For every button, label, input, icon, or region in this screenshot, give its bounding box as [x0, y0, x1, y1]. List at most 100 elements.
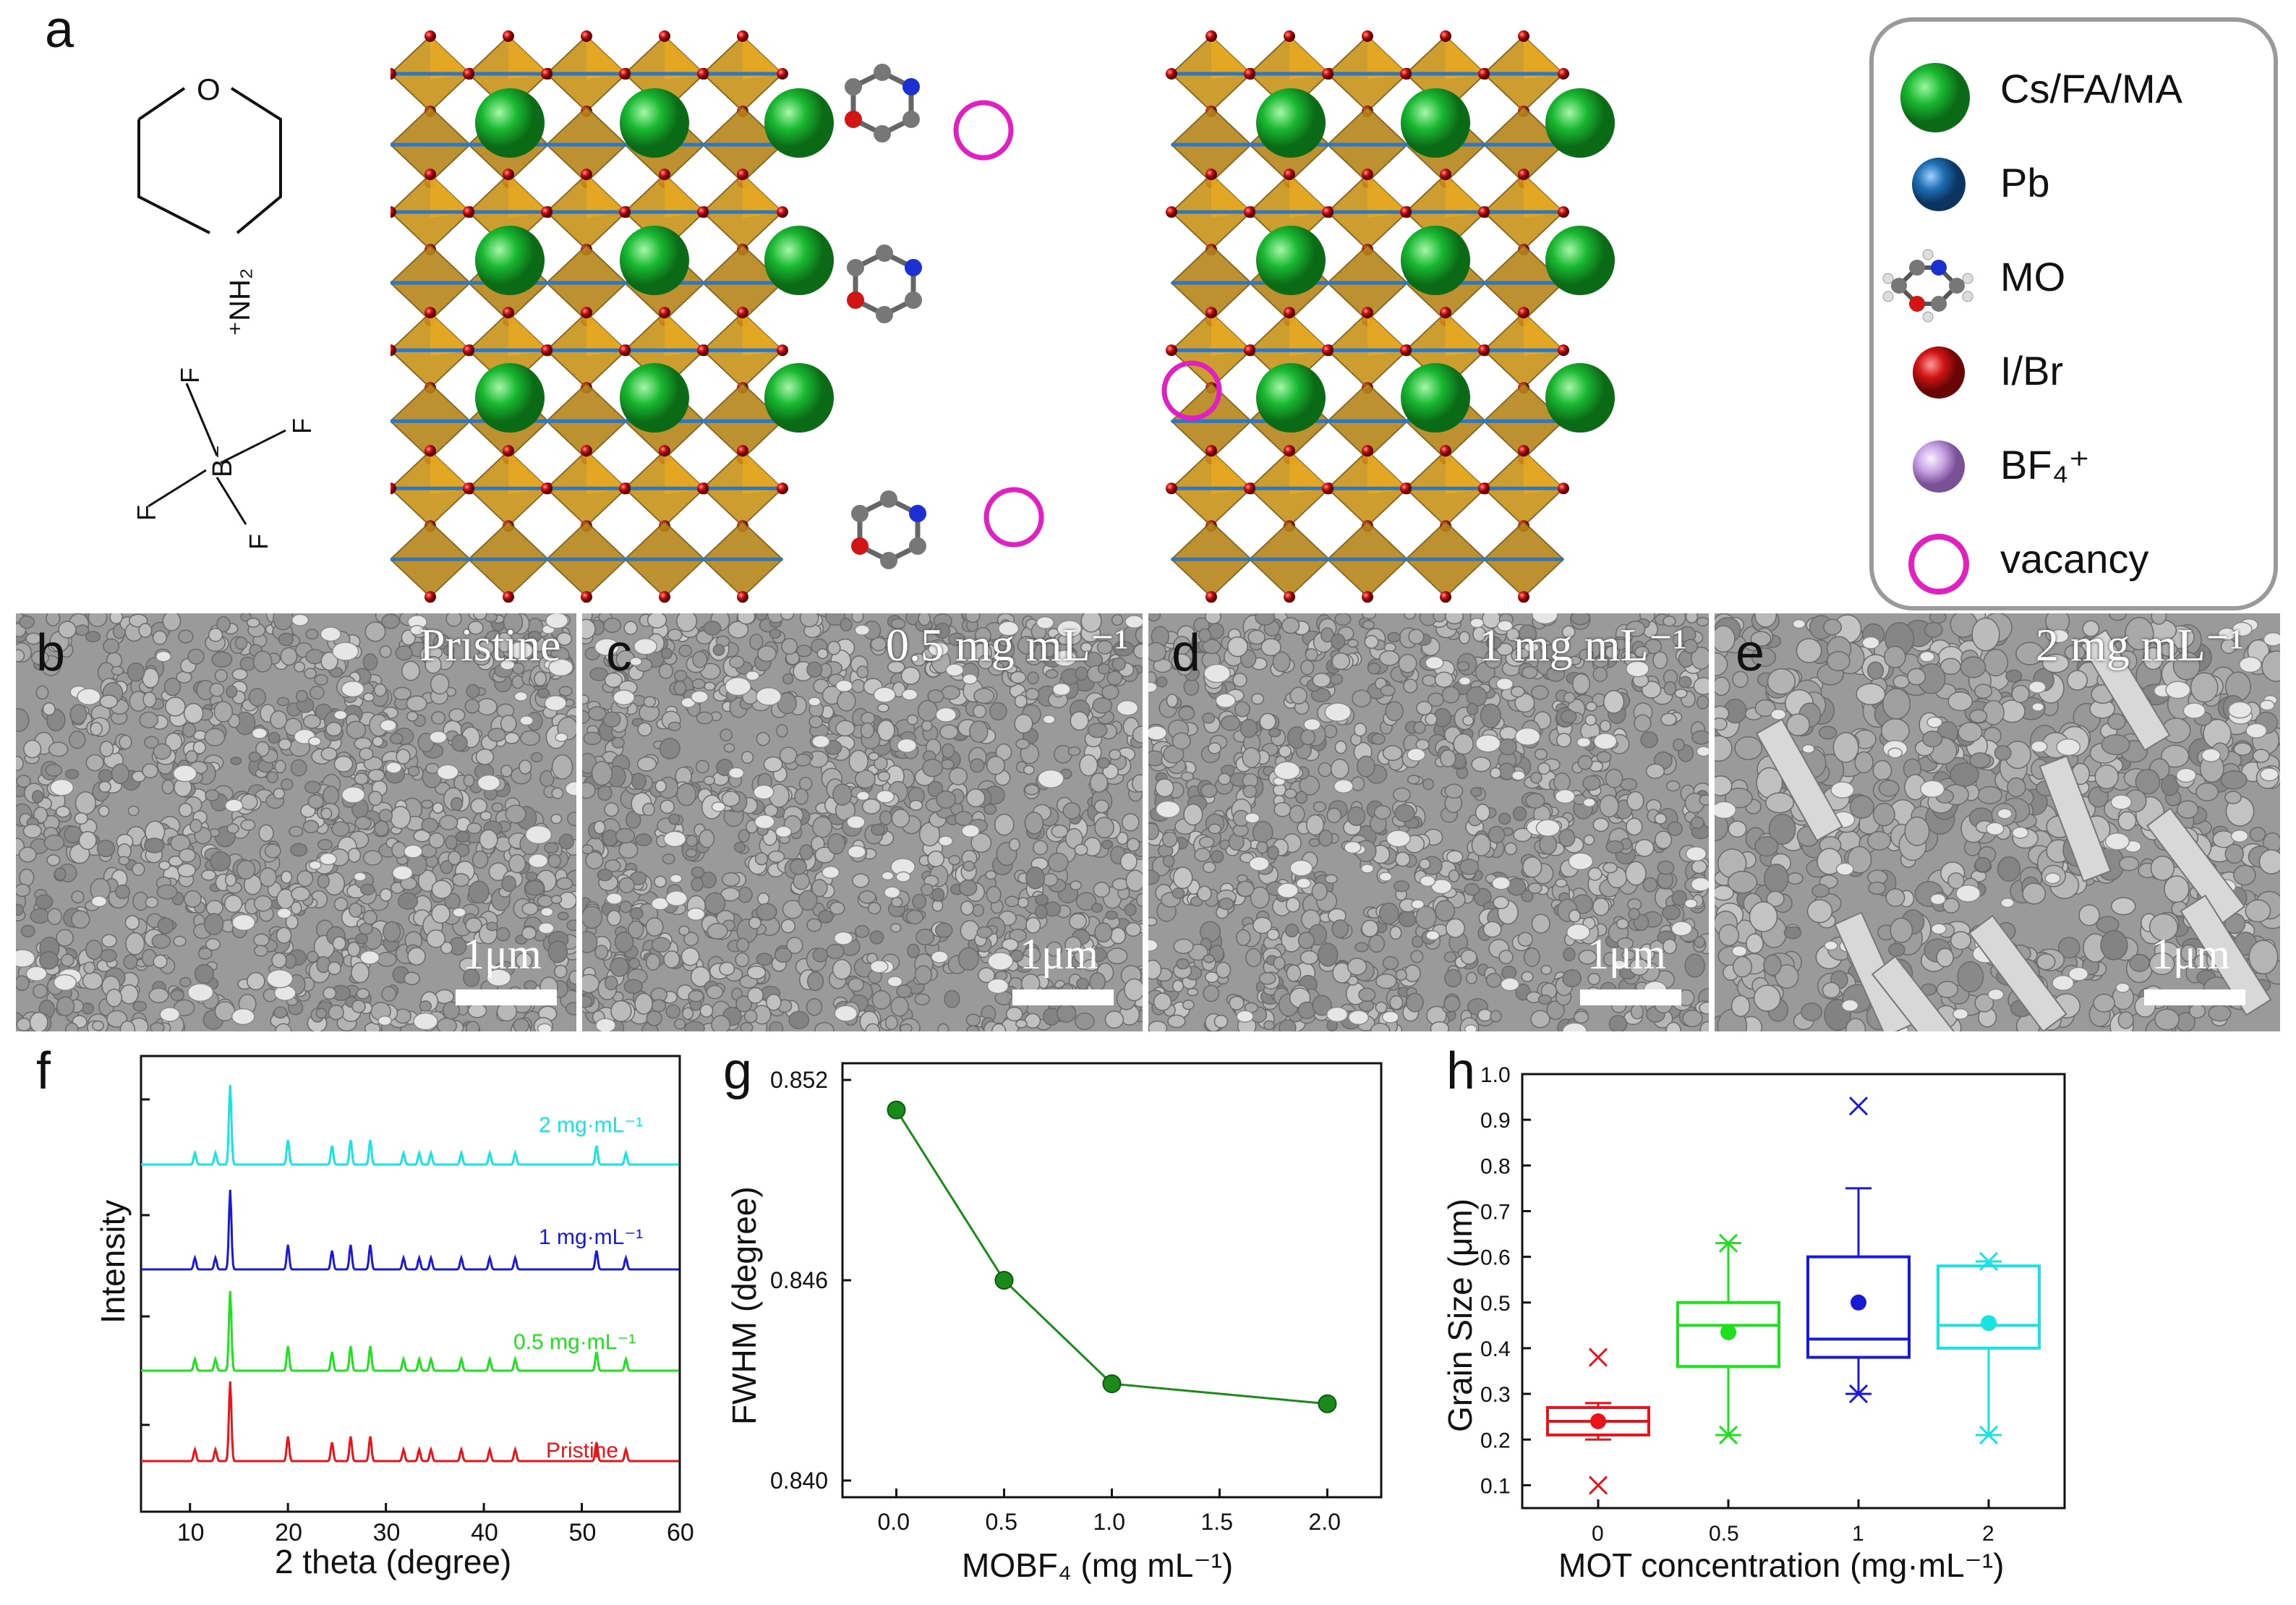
grain — [2107, 713, 2126, 731]
nh2-label: ⁺NH₂ — [224, 268, 256, 336]
halide-atom — [737, 591, 748, 603]
grain — [703, 775, 716, 786]
grain — [1510, 686, 1525, 698]
grain — [582, 995, 593, 1008]
grain — [699, 1003, 714, 1018]
grain — [1471, 757, 1491, 772]
grain — [33, 984, 48, 999]
grain — [1062, 802, 1081, 819]
bright-grain — [855, 791, 870, 801]
x-tick-label: 10 — [177, 1519, 205, 1546]
halide-atom — [1284, 307, 1295, 319]
grain — [963, 860, 976, 872]
x-tick-label: 2.0 — [1309, 1509, 1341, 1535]
grain — [253, 933, 270, 947]
grain — [1252, 916, 1273, 935]
grain — [673, 1018, 686, 1030]
octahedra-block — [1166, 30, 1615, 603]
grain — [947, 632, 966, 647]
grain — [719, 961, 735, 976]
y-axis-label: Intensity — [94, 1200, 132, 1324]
bright-grain — [500, 659, 516, 670]
grain — [379, 645, 392, 658]
vacancy-ring — [983, 487, 1044, 548]
grain — [1767, 668, 1796, 695]
grain — [1220, 715, 1241, 731]
grain — [1410, 950, 1424, 963]
cation-sphere — [1401, 226, 1470, 295]
bright-grain — [613, 689, 636, 706]
grain — [1750, 631, 1772, 647]
bright-grain — [2056, 738, 2081, 757]
bright-grain — [341, 786, 366, 804]
bright-grain — [1684, 898, 1698, 908]
grain — [351, 1000, 366, 1013]
grain — [2078, 904, 2100, 927]
x-tick-label: 1.5 — [1201, 1509, 1233, 1535]
grain — [1148, 613, 1161, 622]
halide-atom — [1478, 344, 1490, 357]
y-tick-label: 0.1 — [1480, 1474, 1511, 1498]
bright-grain — [1731, 945, 1748, 957]
bright-grain — [341, 680, 365, 698]
x-axis-label: 2 theta (degree) — [275, 1543, 511, 1580]
grain — [246, 617, 260, 628]
bright-grain — [2182, 702, 2206, 719]
grain — [594, 945, 609, 960]
grain — [281, 778, 294, 791]
bright-grain — [1036, 616, 1054, 629]
grain — [524, 880, 545, 896]
grain — [835, 720, 855, 737]
grain — [2057, 937, 2081, 959]
grain — [1198, 836, 1215, 848]
grain — [1960, 656, 1986, 678]
bright-grain — [1289, 859, 1313, 877]
grain — [431, 880, 453, 899]
grain — [16, 903, 24, 916]
grain — [654, 875, 667, 888]
grain — [1300, 660, 1315, 676]
grain — [1924, 621, 1943, 638]
grain — [406, 695, 427, 712]
grain — [1574, 1010, 1589, 1024]
grain — [877, 771, 891, 782]
grain — [1699, 1001, 1709, 1015]
grain — [1347, 639, 1359, 648]
grain — [645, 953, 661, 971]
grain — [1470, 787, 1482, 797]
grain — [1033, 840, 1049, 856]
halide-atom — [1205, 307, 1217, 319]
mo-atom — [847, 291, 864, 309]
grain — [840, 618, 853, 631]
grain — [2258, 849, 2280, 874]
grain — [965, 613, 981, 623]
grain — [555, 877, 573, 890]
bright-grain — [901, 689, 918, 701]
grain — [927, 850, 945, 867]
grain — [1433, 613, 1446, 623]
grain — [869, 930, 884, 945]
grain — [1422, 778, 1435, 791]
halide-atom — [777, 482, 788, 495]
grain — [230, 757, 242, 765]
grain — [1330, 758, 1349, 780]
bright-grain — [1148, 939, 1158, 952]
octahedron-face — [430, 451, 470, 495]
grain — [604, 802, 619, 817]
grain — [1204, 613, 1221, 625]
grain — [788, 1010, 810, 1029]
perovskite-lattice-illustration — [391, 30, 1615, 603]
bright-grain — [172, 765, 197, 783]
grain — [1334, 740, 1347, 754]
scale-bar-e — [2144, 989, 2245, 1005]
halide-atom — [1400, 344, 1412, 357]
grain — [582, 931, 598, 953]
plot-frame — [140, 1055, 681, 1513]
grain — [103, 638, 120, 655]
grain — [1634, 714, 1652, 733]
grain — [554, 964, 568, 979]
grain — [1064, 936, 1082, 954]
bright-grain — [1926, 716, 1943, 728]
grain — [558, 686, 573, 697]
sem-image-0-5 — [582, 613, 1143, 1031]
